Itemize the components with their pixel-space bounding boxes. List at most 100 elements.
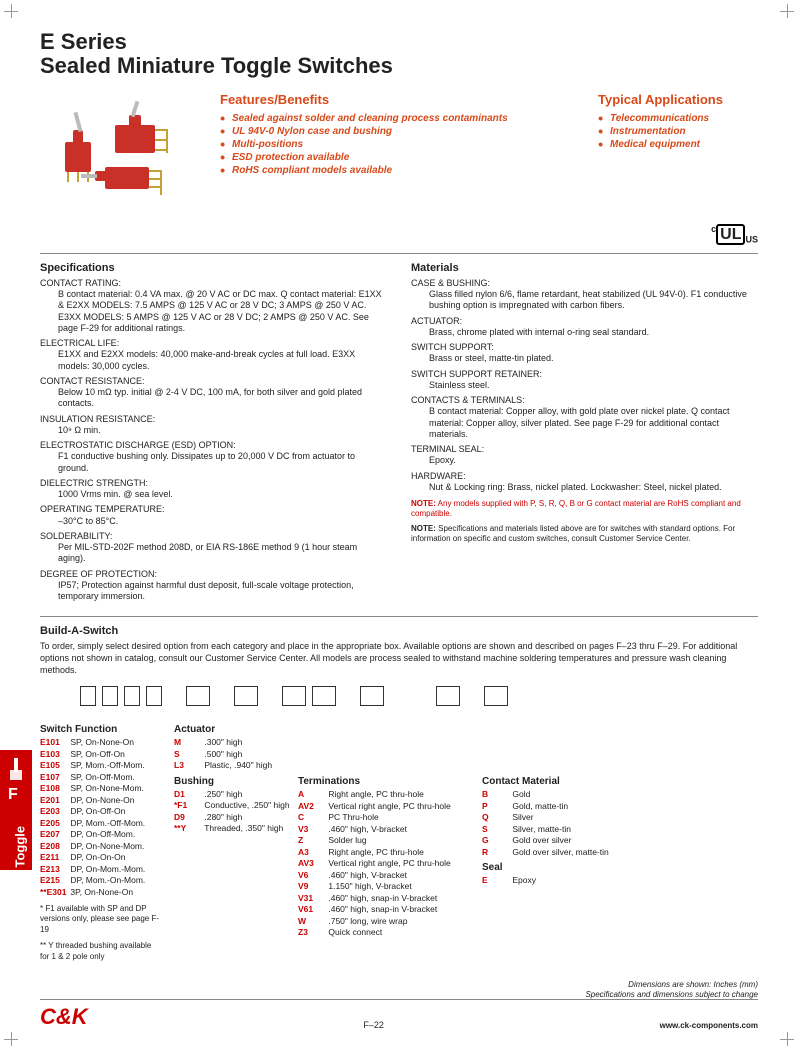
- option-line: B Gold: [482, 789, 622, 800]
- option-line: C PC Thru-hole: [298, 812, 468, 823]
- option-line: V3 .460" high, V-bracket: [298, 824, 468, 835]
- actuator-list: M .300" highS .500" highL3 Plastic, .940…: [174, 737, 284, 771]
- list-item: ESD protection available: [220, 152, 578, 163]
- build-heading: Build-A-Switch: [40, 625, 758, 637]
- seal-heading: Seal: [482, 862, 622, 873]
- option-line: R Gold over silver, matte-tin: [482, 847, 622, 858]
- option-line: E211 DP, On-On-On: [40, 852, 160, 863]
- spec-item: ELECTRICAL LIFE:E1XX and E2XX models: 40…: [40, 338, 387, 372]
- bushing-heading: Bushing: [174, 776, 284, 787]
- ul-certification: cULUS: [40, 224, 758, 245]
- option-line: E105 SP, Mom.-Off-Mom.: [40, 760, 160, 771]
- option-line: E205 DP, Mom.-Off-Mom.: [40, 818, 160, 829]
- dimensions-note: Dimensions are shown: Inches (mm) Specif…: [40, 980, 758, 999]
- terminations-list: A Right angle, PC thru-holeAV2 Vertical …: [298, 789, 468, 938]
- spec-item: DEGREE OF PROTECTION:IP57; Protection ag…: [40, 569, 387, 603]
- apps-list: Telecommunications Instrumentation Medical…: [598, 113, 758, 150]
- option-line: V31 .460" high, snap-in V-bracket: [298, 893, 468, 904]
- option-line: D9 .280" high: [174, 812, 284, 823]
- spec-item: CONTACT RESISTANCE:Below 10 mΩ typ. init…: [40, 376, 387, 410]
- option-line: *F1 Conductive, .250" high: [174, 800, 284, 811]
- page-number: F–22: [88, 1020, 660, 1030]
- note-rohs: NOTE: Any models supplied with P, S, R, …: [411, 499, 758, 518]
- spec-item: SWITCH SUPPORT:Brass or steel, matte-tin…: [411, 342, 758, 365]
- bushing-list: D1 .250" high*F1 Conductive, .250" highD…: [174, 789, 284, 835]
- spec-item: CONTACT RATING:B contact material: 0.4 V…: [40, 278, 387, 334]
- actuator-heading: Actuator: [174, 724, 284, 735]
- section-letter: F: [8, 786, 18, 804]
- list-item: RoHS compliant models available: [220, 165, 578, 176]
- option-line: E215 DP, Mom.-On-Mom.: [40, 875, 160, 886]
- part-number-boxes: [80, 686, 758, 706]
- option-line: Q Silver: [482, 812, 622, 823]
- divider: [40, 616, 758, 617]
- option-line: E107 SP, On-Off-Mom.: [40, 772, 160, 783]
- option-line: P Gold, matte-tin: [482, 801, 622, 812]
- footnote-y: ** Y threaded bushing available for 1 & …: [40, 941, 160, 962]
- spec-item: HARDWARE:Nut & Locking ring: Brass, nick…: [411, 471, 758, 494]
- crop-mark: [4, 4, 18, 18]
- build-intro: To order, simply select desired option f…: [40, 641, 758, 676]
- option-line: E101 SP, On-None-On: [40, 737, 160, 748]
- list-item: Multi-positions: [220, 139, 578, 150]
- section-name: Toggle: [13, 808, 28, 868]
- option-line: A3 Right angle, PC thru-hole: [298, 847, 468, 858]
- option-line: S Silver, matte-tin: [482, 824, 622, 835]
- divider: [40, 253, 758, 254]
- option-line: Z Solder lug: [298, 835, 468, 846]
- crop-mark: [780, 1032, 794, 1046]
- option-line: E103 SP, On-Off-On: [40, 749, 160, 760]
- page-footer: Dimensions are shown: Inches (mm) Specif…: [40, 980, 758, 1030]
- option-line: E213 DP, On-Mom.-Mom.: [40, 864, 160, 875]
- ck-logo: C&K: [40, 1004, 88, 1030]
- spec-item: SWITCH SUPPORT RETAINER:Stainless steel.: [411, 369, 758, 392]
- spec-item: SOLDERABILITY:Per MIL-STD-202F method 20…: [40, 531, 387, 565]
- seal-list: E Epoxy: [482, 875, 622, 886]
- spec-item: CONTACTS & TERMINALS:B contact material:…: [411, 395, 758, 440]
- apps-heading: Typical Applications: [598, 92, 758, 107]
- option-line: L3 Plastic, .940" high: [174, 760, 284, 771]
- contact-list: B GoldP Gold, matte-tinQ SilverS Silver,…: [482, 789, 622, 858]
- option-line: S .500" high: [174, 749, 284, 760]
- specs-list: CONTACT RATING:B contact material: 0.4 V…: [40, 278, 387, 603]
- option-line: **E301 3P, On-None-On: [40, 887, 160, 898]
- option-line: M .300" high: [174, 737, 284, 748]
- materials-heading: Materials: [411, 262, 758, 274]
- option-line: E208 DP, On-None-Mom.: [40, 841, 160, 852]
- option-line: A Right angle, PC thru-hole: [298, 789, 468, 800]
- note-standard: NOTE: Specifications and materials liste…: [411, 524, 758, 543]
- footnote-f1: * F1 available with SP and DP versions o…: [40, 904, 160, 935]
- option-line: E207 DP, On-Off-Mom.: [40, 829, 160, 840]
- section-tab: F Toggle: [0, 750, 32, 870]
- title-line1: E Series: [40, 29, 127, 54]
- option-line: E Epoxy: [482, 875, 622, 886]
- spec-item: ELECTROSTATIC DISCHARGE (ESD) OPTION:F1 …: [40, 440, 387, 474]
- option-line: Z3 Quick connect: [298, 927, 468, 938]
- crop-mark: [780, 4, 794, 18]
- option-line: V6 .460" high, V-bracket: [298, 870, 468, 881]
- title-line2: Sealed Miniature Toggle Switches: [40, 53, 393, 78]
- option-line: AV2 Vertical right angle, PC thru-hole: [298, 801, 468, 812]
- switch-function-list: E101 SP, On-None-OnE103 SP, On-Off-OnE10…: [40, 737, 160, 898]
- option-line: E203 DP, On-Off-On: [40, 806, 160, 817]
- spec-item: INSULATION RESISTANCE:10⁹ Ω min.: [40, 414, 387, 437]
- switch-function-heading: Switch Function: [40, 724, 160, 735]
- option-line: D1 .250" high: [174, 789, 284, 800]
- crop-mark: [4, 1032, 18, 1046]
- terminations-heading: Terminations: [298, 776, 468, 787]
- option-line: E108 SP, On-None-Mom.: [40, 783, 160, 794]
- spec-item: CASE & BUSHING:Glass filled nylon 6/6, f…: [411, 278, 758, 312]
- list-item: Medical equipment: [598, 139, 758, 150]
- specs-heading: Specifications: [40, 262, 387, 274]
- list-item: UL 94V-0 Nylon case and bushing: [220, 126, 578, 137]
- option-line: W .750" long, wire wrap: [298, 916, 468, 927]
- list-item: Instrumentation: [598, 126, 758, 137]
- option-line: V9 1.150" high, V-bracket: [298, 881, 468, 892]
- product-photo: [40, 92, 200, 212]
- company-url: www.ck-components.com: [660, 1021, 758, 1030]
- spec-item: TERMINAL SEAL:Epoxy.: [411, 444, 758, 467]
- option-line: G Gold over silver: [482, 835, 622, 846]
- features-list: Sealed against solder and cleaning proce…: [220, 113, 578, 176]
- materials-list: CASE & BUSHING:Glass filled nylon 6/6, f…: [411, 278, 758, 493]
- list-item: Telecommunications: [598, 113, 758, 124]
